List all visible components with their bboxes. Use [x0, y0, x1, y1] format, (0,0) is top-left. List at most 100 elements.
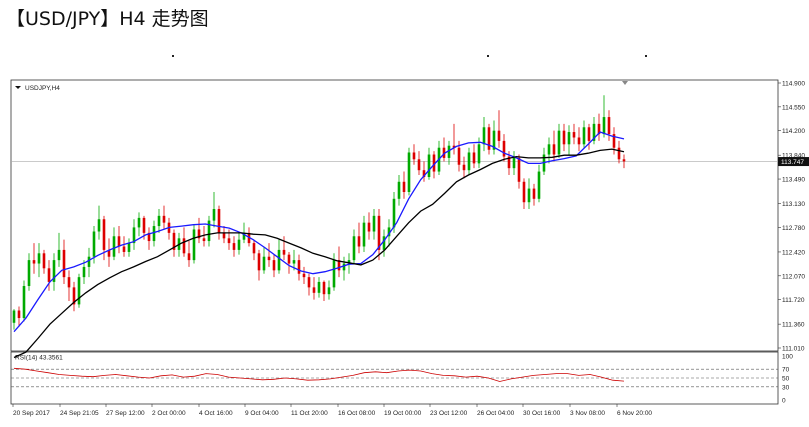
candle-body [117, 236, 121, 247]
time-tick-label: 2 Oct 00:00 [152, 410, 186, 417]
candle-body [187, 253, 191, 261]
candle-body [152, 226, 156, 242]
price-tick-label: 112.070 [782, 273, 805, 280]
candle-body [607, 117, 611, 135]
candle-body [432, 154, 436, 172]
price-tick-label: 114.200 [782, 128, 805, 135]
candle-body [537, 171, 541, 199]
time-tick-label: 11 Oct 20:00 [291, 410, 328, 417]
candle-body [87, 256, 91, 267]
candle-body [302, 273, 306, 278]
candle-body [482, 127, 486, 145]
candle-body [332, 260, 336, 288]
rsi-label: RSI(14) 43.3561 [15, 355, 63, 362]
candle-body [457, 147, 461, 165]
candle-body [592, 123, 596, 141]
candle-body [227, 238, 231, 244]
candle-body [412, 152, 416, 160]
candle-body [67, 277, 71, 288]
moving-average-line [13, 148, 625, 359]
time-tick-label: 9 Oct 04:00 [245, 410, 279, 417]
candle-body [192, 229, 196, 261]
candle-body [557, 130, 561, 155]
candle-body [267, 256, 271, 261]
candle-body [297, 260, 301, 274]
marker-dot [172, 55, 174, 57]
candle-body [32, 260, 36, 264]
candle-body [217, 209, 221, 233]
candle-body [162, 215, 166, 223]
time-tick-label: 27 Sep 12:00 [106, 410, 145, 417]
time-tick-label: 4 Oct 16:00 [199, 410, 233, 417]
candle-body [512, 157, 516, 169]
candle-body [367, 222, 371, 232]
candle-body [357, 236, 361, 247]
candle-body [307, 277, 311, 288]
candle-body [132, 227, 136, 244]
candle-body [397, 181, 401, 199]
rsi-tick-label: 50 [782, 376, 790, 383]
price-tick-label: 111.720 [782, 297, 805, 304]
candle-body [447, 145, 451, 158]
candle-body [147, 232, 151, 242]
candle-body [282, 249, 286, 255]
time-tick-label: 16 Oct 08:00 [338, 410, 376, 417]
candle-body [527, 188, 531, 203]
candle-body [502, 140, 506, 157]
candle-body [372, 215, 376, 232]
time-tick-label: 20 Sep 2017 [13, 410, 50, 417]
rsi-tick-label: 30 [782, 384, 790, 391]
candle-body [62, 249, 66, 278]
candle-body [477, 144, 481, 164]
price-tick-label: 114.550 [782, 104, 805, 111]
candle-body [57, 249, 61, 261]
time-tick-label: 19 Oct 00:00 [384, 410, 422, 417]
price-tick-label: 111.360 [782, 322, 805, 329]
rsi-tick-label: 70 [782, 367, 790, 374]
candle-body [622, 159, 626, 162]
candle-body [387, 227, 391, 237]
candle-body [207, 220, 211, 242]
candle-body [252, 243, 256, 254]
chevron-down-icon[interactable] [15, 86, 21, 89]
candle-body [612, 134, 616, 148]
candle-body [197, 229, 201, 239]
candle-body [182, 238, 186, 254]
current-price-tag [778, 157, 809, 167]
candle-body [422, 170, 426, 178]
candle-body [532, 188, 536, 199]
price-tick-label: 114.900 [782, 81, 805, 88]
candle-body [312, 287, 316, 293]
candle-body [222, 232, 226, 239]
candle-body [77, 277, 81, 305]
candle-body [92, 231, 96, 257]
candle-body [402, 181, 406, 192]
candle-body [417, 159, 421, 171]
candle-body [497, 130, 501, 141]
price-tick-label: 112.780 [782, 225, 805, 232]
marker-dot [645, 55, 647, 57]
candle-body [407, 152, 411, 192]
candle-body [567, 132, 571, 145]
candle-body [472, 152, 476, 164]
marker-dot [487, 55, 489, 57]
candle-body [287, 254, 291, 264]
candle-body [597, 123, 601, 135]
symbol-label: USDJPY,H4 [25, 85, 60, 92]
candle-body [317, 281, 321, 293]
candle-body [202, 238, 206, 242]
candle-body [522, 181, 526, 203]
candle-body [452, 145, 456, 148]
price-tick-label: 113.840 [782, 153, 805, 160]
rsi-tick-label: 0 [782, 398, 786, 405]
candle-body [322, 281, 326, 295]
candle-body [352, 236, 356, 261]
candle-body [72, 287, 76, 305]
price-tick-label: 111.010 [782, 346, 805, 353]
candle-body [242, 232, 246, 240]
candle-body [292, 260, 296, 264]
candle-body [212, 209, 216, 221]
rsi-tick-label: 100 [782, 354, 793, 361]
candle-body [547, 144, 551, 155]
candle-body [42, 253, 46, 269]
